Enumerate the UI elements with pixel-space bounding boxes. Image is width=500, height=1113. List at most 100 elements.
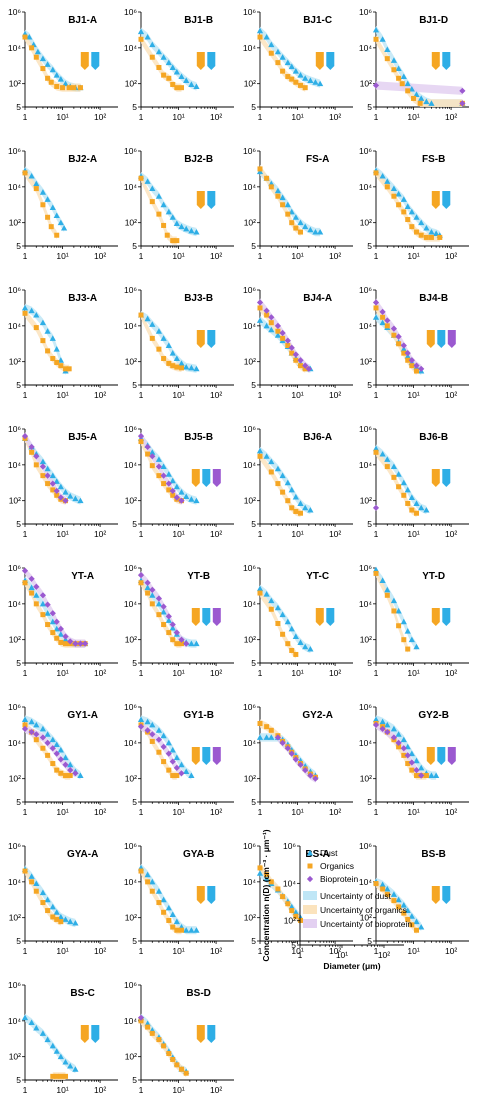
organics-point — [405, 500, 411, 506]
organics-point — [405, 217, 411, 223]
panel-bs-d: 1 10¹ 10² 5 10² 10⁴ 10⁶ BS-D — [124, 980, 234, 1095]
organics-point — [414, 773, 420, 779]
organics-point — [54, 83, 60, 89]
organics-point — [268, 320, 274, 326]
organics-point — [391, 332, 397, 338]
organics-point — [302, 85, 308, 91]
dust-point — [292, 214, 299, 220]
organics-point — [264, 175, 270, 181]
panel-y-tick-label: 10² — [125, 635, 137, 645]
organics-point — [293, 913, 299, 919]
dust-point — [390, 57, 398, 63]
organics-point — [380, 886, 386, 892]
panel-y-tick-label: 5 — [367, 936, 372, 946]
organics-point — [50, 356, 56, 362]
dust-point — [256, 447, 264, 454]
dust-point — [263, 33, 270, 40]
panel-x-tick-label: 10² — [94, 807, 106, 817]
organics-point — [174, 773, 180, 779]
organics-point — [418, 232, 424, 238]
dust-point — [28, 1019, 35, 1026]
dust-uncertainty-band — [141, 434, 197, 505]
dust-point — [413, 643, 420, 650]
organics-point — [50, 630, 56, 636]
dust-point — [165, 904, 172, 911]
organics-point — [161, 356, 167, 362]
panel-y-tick-label: 5 — [367, 658, 372, 668]
dust-point — [379, 172, 386, 179]
dust-point — [62, 1058, 69, 1065]
organics-point — [414, 229, 420, 235]
dust-point — [284, 201, 291, 208]
bioprotein-point — [404, 752, 411, 759]
dust-point — [77, 497, 84, 504]
dust-point — [307, 506, 314, 513]
panel-y-tick-label: 10⁴ — [8, 43, 21, 53]
dust-point — [413, 757, 420, 764]
bioprotein-point — [49, 480, 56, 487]
dust-point — [169, 214, 176, 220]
organics-point — [268, 50, 274, 56]
panel-x-tick-label: 10² — [210, 390, 222, 400]
dust-point — [428, 100, 435, 106]
organics-point — [149, 54, 155, 60]
panel-x-tick-label: 10¹ — [407, 807, 419, 817]
organics-point — [285, 211, 291, 217]
dust-point — [149, 592, 156, 598]
dust-point — [400, 479, 407, 486]
panel-x-tick-label: 10¹ — [56, 112, 68, 122]
organics-point — [293, 508, 299, 514]
panel-x-tick-label: 10² — [210, 529, 222, 539]
dust-point — [188, 81, 195, 87]
dust-point — [263, 590, 270, 597]
organics-point — [373, 170, 379, 176]
organics-point — [409, 363, 415, 369]
organics-point — [174, 364, 180, 370]
bioprotein-point — [149, 731, 156, 738]
organics-point — [138, 312, 144, 318]
organics-point — [58, 1073, 64, 1079]
dust-point — [395, 190, 402, 197]
panel-y-tick-label: 10⁶ — [8, 146, 21, 156]
bioprotein-point — [292, 351, 299, 358]
dust-point — [165, 471, 172, 477]
panel-title: YT-D — [422, 571, 445, 582]
bioprotein-point — [284, 337, 291, 344]
panel-y-tick-label: 10⁶ — [359, 702, 372, 712]
organics-point — [409, 922, 415, 928]
panel-yt-c: 1 10¹ 10² 5 10² 10⁴ 10⁶ YT-C — [243, 563, 353, 678]
bioprotein-point — [28, 443, 35, 451]
organics-point — [179, 1066, 185, 1072]
dust-point — [263, 875, 270, 882]
organics-point — [396, 744, 402, 750]
organics-point — [170, 363, 176, 369]
panel-x-tick-label: 10¹ — [291, 946, 303, 956]
dust-point — [28, 584, 35, 591]
panel-y-tick-label: 10⁶ — [124, 563, 137, 573]
panel-y-tick-label: 5 — [367, 102, 372, 112]
panel-y-tick-label: 10² — [360, 496, 372, 506]
bioprotein-point — [279, 739, 286, 746]
organics-point — [289, 220, 295, 226]
dust-point — [28, 307, 35, 314]
bioprotein-point — [183, 640, 190, 647]
organics-point — [166, 917, 172, 923]
dust-point — [155, 193, 163, 199]
dust-composition-bar — [207, 191, 216, 209]
panel-x-tick-label: 10¹ — [56, 1085, 68, 1095]
dust-point — [160, 732, 167, 739]
organics-point — [156, 211, 162, 217]
dust-point — [390, 597, 398, 604]
organics-point — [423, 234, 429, 240]
panel-bj4-a: 1 10¹ 10² 5 10² 10⁴ 10⁶ BJ4-A — [243, 285, 353, 400]
dust-point — [149, 185, 156, 192]
organics-point — [409, 224, 415, 230]
panel-title: YT-B — [187, 571, 210, 582]
dust-point — [53, 909, 60, 915]
bioprotein-point — [149, 586, 156, 593]
panel-x-tick-label: 1 — [374, 668, 379, 678]
bioprotein-point — [82, 640, 89, 647]
dust-composition-bar — [207, 52, 216, 70]
dust-point — [408, 208, 415, 215]
dust-point — [408, 636, 415, 643]
